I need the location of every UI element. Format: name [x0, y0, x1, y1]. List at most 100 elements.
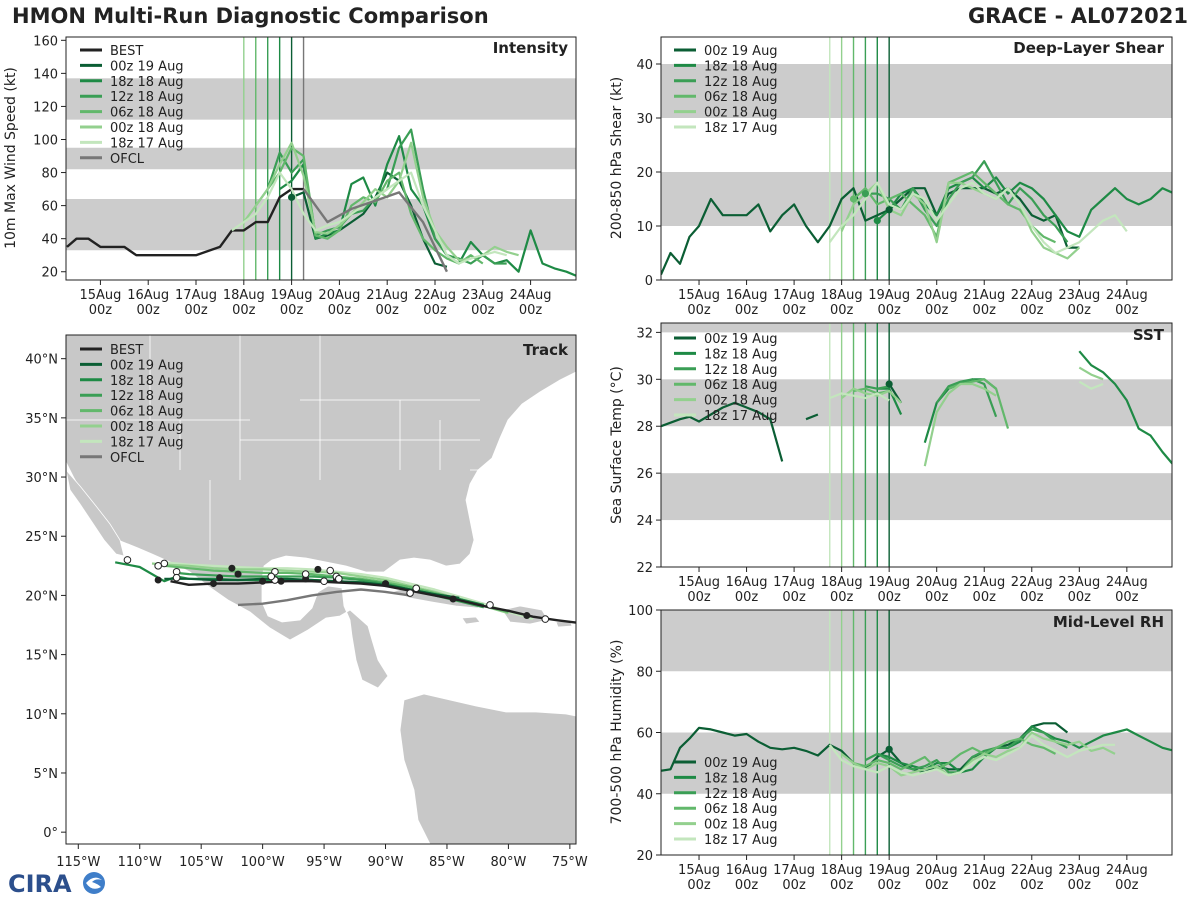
x-tick-day: 15Aug [79, 288, 121, 303]
y-tick-label: 60 [41, 200, 58, 215]
x-tick-day: 20Aug [318, 288, 360, 303]
legend-label: 18z 17 Aug [704, 833, 778, 848]
x-tick-hour: 00z [830, 878, 854, 893]
x-tick-hour: 00z [184, 303, 208, 318]
x-tick-hour: 00z [735, 590, 759, 605]
sst-panel: 22242628303215Aug00z16Aug00z17Aug00z18Au… [609, 322, 1173, 605]
y-tick-label: 26 [636, 467, 653, 482]
legend-label: 18z 17 Aug [110, 435, 184, 450]
x-tick-day: 21Aug [963, 288, 1005, 303]
series-line [876, 176, 1172, 238]
y-tick-label: 80 [41, 167, 58, 182]
legend-label: 18z 18 Aug [704, 771, 778, 786]
x-tick-hour: 00z [735, 878, 759, 893]
track-point-filled [216, 574, 224, 582]
lat-tick-label: 10°N [25, 708, 58, 723]
x-tick-hour: 00z [830, 303, 854, 318]
y-tick-label: 0 [645, 274, 653, 289]
shaded-band [66, 147, 576, 170]
legend-label: 18z 17 Aug [110, 136, 184, 151]
series-line [829, 392, 890, 402]
legend-label: 12z 18 Aug [704, 363, 778, 378]
legend-label: OFCL [110, 451, 145, 466]
cira-swirl-icon [86, 877, 102, 889]
x-tick-hour: 00z [519, 303, 543, 318]
legend-label: 18z 18 Aug [704, 59, 778, 74]
lat-tick-label: 40°N [25, 353, 58, 368]
track-point-open [320, 577, 328, 586]
track-point-open [301, 570, 310, 578]
legend-label: 00z 18 Aug [110, 121, 184, 136]
y-tick-label: 100 [628, 604, 653, 619]
series-line [1078, 380, 1104, 390]
x-tick-hour: 00z [1020, 590, 1044, 605]
y-tick-label: 10 [636, 220, 653, 235]
y-tick-label: 160 [33, 34, 58, 49]
lon-tick-label: 90°W [368, 855, 404, 870]
plot-frame [660, 322, 1173, 568]
lon-tick-label: 105°W [179, 855, 223, 870]
legend-label: OFCL [110, 152, 145, 167]
rh-title: Mid-Level RH [1053, 613, 1164, 631]
track-line [164, 561, 534, 621]
x-tick-hour: 00z [328, 303, 352, 318]
legend-label: 00z 19 Aug [704, 756, 778, 771]
lon-tick-label: 75°W [552, 855, 588, 870]
legend-label: BEST [110, 343, 143, 358]
series-marker [288, 193, 296, 201]
x-tick-hour: 00z [735, 303, 759, 318]
legend-label: 00z 19 Aug [110, 59, 184, 74]
track-point-open [406, 589, 414, 597]
track-point-open [486, 601, 494, 609]
x-tick-day: 18Aug [821, 288, 863, 303]
legend-label: 12z 18 Aug [110, 389, 184, 404]
rh-panel: 2040608010015Aug00z16Aug00z17Aug00z18Aug… [609, 604, 1173, 893]
x-tick-hour: 00z [1020, 303, 1044, 318]
shear-axes: 01020304015Aug00z16Aug00z17Aug00z18Aug00… [636, 36, 1173, 318]
y-tick-label: 20 [41, 266, 58, 281]
track-series [114, 556, 576, 624]
lon-tick-label: 100°W [241, 855, 285, 870]
legend-label: 00z 18 Aug [704, 106, 778, 121]
x-tick-day: 21Aug [963, 575, 1005, 590]
legend-label: 18z 18 Aug [704, 347, 778, 362]
shaded-band [661, 473, 1172, 521]
y-tick-label: 40 [636, 788, 653, 803]
intensity-axes: 2040608010012014016015Aug00z16Aug00z17Au… [33, 34, 577, 318]
x-tick-day: 23Aug [1058, 288, 1100, 303]
x-tick-hour: 00z [1068, 590, 1092, 605]
lon-tick-label: 115°W [56, 855, 100, 870]
track-point-filled [234, 570, 242, 578]
legend-label: 00z 18 Aug [110, 420, 184, 435]
x-tick-hour: 00z [830, 590, 854, 605]
x-tick-day: 20Aug [916, 288, 958, 303]
series-marker [873, 217, 881, 225]
x-tick-day: 24Aug [1106, 288, 1148, 303]
x-tick-day: 15Aug [678, 575, 720, 590]
track-point-open [326, 566, 335, 575]
track-point-filled [277, 577, 285, 585]
x-tick-hour: 00z [973, 878, 997, 893]
x-tick-hour: 00z [376, 303, 400, 318]
x-tick-hour: 00z [1068, 878, 1092, 893]
x-tick-day: 16Aug [127, 288, 169, 303]
track-point-open [160, 559, 169, 568]
series-line [805, 413, 819, 421]
x-tick-day: 24Aug [1106, 863, 1148, 878]
track-point-filled [228, 564, 236, 572]
legend-label: 06z 18 Aug [704, 378, 778, 393]
x-tick-hour: 00z [877, 303, 901, 318]
x-tick-hour: 00z [232, 303, 256, 318]
x-tick-hour: 00z [89, 303, 113, 318]
y-tick-label: 40 [636, 58, 653, 73]
series-line [1078, 350, 1172, 465]
series-line [661, 401, 784, 462]
cira-logo: CIRA [8, 870, 105, 898]
track-line [170, 580, 576, 624]
track-point-filled [259, 577, 267, 585]
track-point-filled [314, 565, 322, 573]
track-axes: 0° 5°N 10°N 15°N 20°N 25°N 30°N 35°N 40°N 115°W 11… [25, 353, 588, 870]
legend-label: 12z 18 Aug [704, 787, 778, 802]
